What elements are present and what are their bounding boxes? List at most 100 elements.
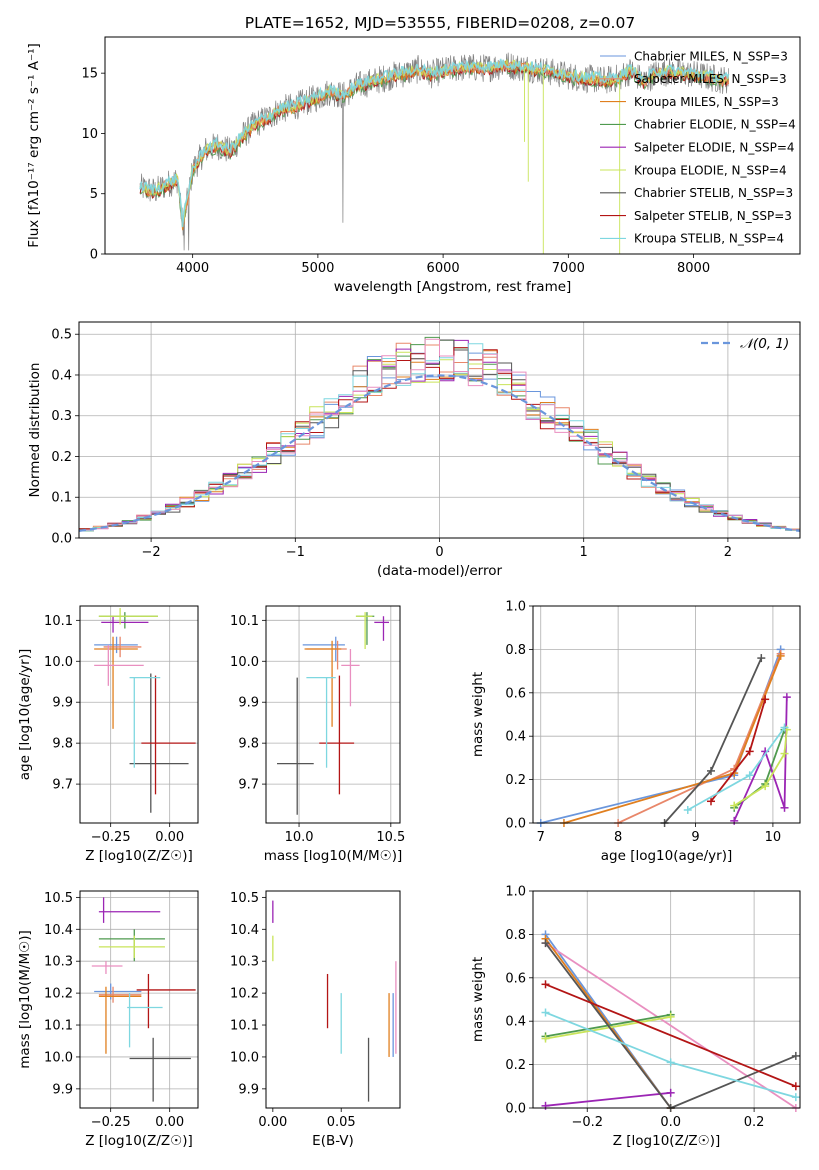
x-tick-label: −2 xyxy=(142,545,161,560)
y-tick-label: 10.1 xyxy=(230,614,259,629)
point-kroupa-stelib xyxy=(127,993,163,1048)
legend-label: 𝒩(0, 1) xyxy=(740,336,789,352)
y-tick-label: 9.9 xyxy=(238,696,259,711)
tick-labels: −2 −1 0 1 2 0.0 0.1 0.2 0.3 0.4 0.5 xyxy=(51,328,732,560)
y-axis-label: age [log10(age/yr)] xyxy=(17,649,33,781)
legend-label: Kroupa ELODIE, N_SSP=4 xyxy=(634,163,787,177)
legend: 𝒩(0, 1) xyxy=(701,336,789,352)
data-point-marker xyxy=(541,939,550,948)
x-tick-label: 0.00 xyxy=(155,1115,184,1130)
tick-labels: 0.00 0.05 9.9 10.0 10.1 10.2 10.3 10.4 10.5 xyxy=(230,891,356,1130)
legend-entry-salpeter-stelib-n-ssp-3: Salpeter STELIB, N_SSP=3 xyxy=(600,209,792,223)
data-point-marker xyxy=(780,749,789,758)
y-axis-label: Normed distribution xyxy=(27,363,43,498)
y-tick-label: 0.8 xyxy=(505,928,526,943)
y-tick-label: 10.5 xyxy=(44,891,73,906)
series-kroupa-stelib xyxy=(541,1008,800,1102)
point-salpeter-miles xyxy=(103,636,142,658)
weight-vs-age-panel: 7 8 9 10 0.0 0.2 0.4 0.6 0.8 1.0 age [log10(age/yr… xyxy=(470,600,801,864)
series-line xyxy=(733,729,786,809)
point-kroupa-miles xyxy=(94,636,138,729)
point-kroupa-miles xyxy=(304,640,342,727)
data-point-marker xyxy=(541,1034,550,1043)
point-kroupa-elodie xyxy=(98,608,158,625)
data-point-marker xyxy=(541,1101,550,1110)
y-tick-label: 9.8 xyxy=(52,737,73,752)
axes-frame xyxy=(532,605,801,824)
series-salpeter-elodie xyxy=(541,1088,675,1110)
grid-lines xyxy=(76,891,198,1112)
data-point-marker xyxy=(730,801,739,810)
plot-area xyxy=(94,608,196,813)
y-tick-label: 5 xyxy=(90,187,98,202)
x-tick-label: −0.25 xyxy=(91,830,131,845)
plot-area xyxy=(536,645,791,827)
point-salpeter-elodie xyxy=(374,616,389,641)
series-kroupa-miles xyxy=(541,934,675,1112)
y-tick-label: 0.4 xyxy=(51,368,72,383)
axes-frame xyxy=(79,890,199,1109)
x-tick-label: 0.00 xyxy=(258,1115,287,1130)
series-salpeter-stelib xyxy=(707,695,770,806)
data-point-marker xyxy=(757,654,766,663)
data-point-marker xyxy=(683,805,692,814)
x-axis-label: E(B-V) xyxy=(312,1133,354,1149)
data-point-marker xyxy=(791,1082,800,1091)
series-line xyxy=(545,1016,671,1040)
x-tick-label: 0.05 xyxy=(327,1115,356,1130)
axes-frame xyxy=(265,890,401,1109)
y-tick-label: 1.0 xyxy=(505,885,526,900)
y-tick-label: 9.9 xyxy=(52,696,73,711)
legend-label: Kroupa STELIB, N_SSP=4 xyxy=(634,232,784,246)
data-point-marker xyxy=(776,651,785,660)
series-salpeter-elodie xyxy=(730,693,791,825)
axes-frame xyxy=(78,321,801,539)
x-tick-label: −0.2 xyxy=(571,1115,603,1130)
point-salpeter-elodie xyxy=(101,616,149,633)
histogram-salpeter-stelib-line xyxy=(79,347,800,531)
plot-area xyxy=(277,612,389,815)
legend-label: Chabrier MILES, N_SSP=3 xyxy=(634,49,788,63)
mass-vs-metallicity-panel: −0.25 0.00 9.9 10.0 10.1 10.2 10.3 10.4 10.5 Z [l… xyxy=(17,890,199,1149)
axes-frame xyxy=(532,890,801,1109)
x-tick-label: 10 xyxy=(765,830,782,845)
figure-title: PLATE=1652, MJD=53555, FIBERID=0208, z=0… xyxy=(245,14,635,32)
age-vs-mass-panel: 10.0 10.5 9.7 9.8 9.9 10.0 10.1 mass [log10(M/M… xyxy=(230,605,405,864)
tick-labels: −0.2 0.0 0.2 0.0 0.2 0.4 0.6 0.8 1.0 xyxy=(505,885,764,1131)
grid-lines xyxy=(75,322,800,542)
tick-labels: 7 8 9 10 0.0 0.2 0.4 0.6 0.8 1.0 xyxy=(505,600,781,846)
x-tick-label: 0.00 xyxy=(155,830,184,845)
data-point-marker xyxy=(780,723,789,732)
y-tick-label: 10 xyxy=(81,127,98,142)
series-kroupa-stelib xyxy=(683,723,789,814)
histogram-kroupa-stelib-line xyxy=(79,343,800,532)
weight-vs-metallicity-panel: −0.2 0.0 0.2 0.0 0.2 0.4 0.6 0.8 1.0 Z [log10(Z/Z… xyxy=(470,885,801,1149)
y-tick-label: 10.2 xyxy=(230,987,259,1002)
legend-entry-kroupa-stelib-n-ssp-4: Kroupa STELIB, N_SSP=4 xyxy=(600,232,784,246)
legend-label: Chabrier STELIB, N_SSP=3 xyxy=(634,186,793,200)
series-line xyxy=(733,697,788,822)
axes-frame xyxy=(265,605,401,824)
x-tick-label: 10.5 xyxy=(376,830,405,845)
y-tick-label: 0.6 xyxy=(505,686,526,701)
data-point-marker xyxy=(666,1058,675,1067)
point-salpeter-stelib xyxy=(136,973,196,1029)
data-point-marker xyxy=(541,1008,550,1017)
y-tick-label: 0.6 xyxy=(505,971,526,986)
y-tick-label: 9.7 xyxy=(238,778,259,793)
x-axis-label: Z [log10(Z/Z☉)] xyxy=(85,1133,193,1149)
axes-frame xyxy=(79,605,199,824)
data-point-marker xyxy=(782,693,791,702)
x-tick-label: 8000 xyxy=(677,261,710,276)
legend-label: Salpeter STELIB, N_SSP=3 xyxy=(634,209,792,223)
plot-area xyxy=(272,900,397,1102)
data-point-marker xyxy=(666,1012,675,1021)
legend: Chabrier MILES, N_SSP=3 Salpeter MILES, N… xyxy=(600,49,796,246)
x-tick-label: −1 xyxy=(286,545,305,560)
data-point-marker xyxy=(791,1093,800,1102)
y-axis-label: mass weight xyxy=(470,672,486,757)
legend-label: Chabrier ELODIE, N_SSP=4 xyxy=(634,118,796,132)
point-pink xyxy=(341,648,360,707)
data-point-marker xyxy=(745,747,754,756)
point-chabrier-miles xyxy=(94,636,138,654)
